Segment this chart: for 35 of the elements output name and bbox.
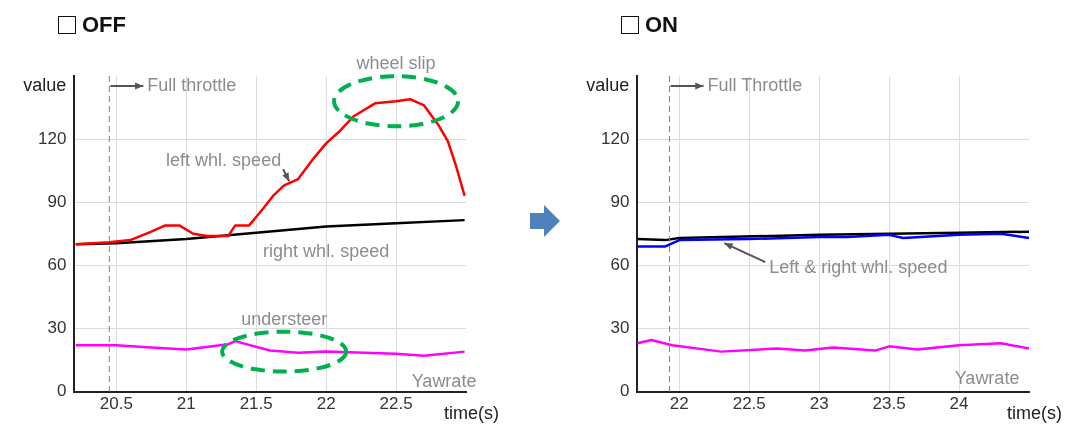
annotation: understeer xyxy=(241,308,328,329)
y-tick-label: 30 xyxy=(610,318,630,338)
x-tick-label: 23 xyxy=(809,394,829,414)
x-tick-label: 24 xyxy=(949,394,969,414)
y-tick-label: 120 xyxy=(600,128,630,148)
y-tick-label: 120 xyxy=(37,128,67,148)
y-tick-label: 90 xyxy=(47,191,67,211)
annotation: wheel slip xyxy=(355,53,436,74)
x-axis-title: time(s) xyxy=(1007,402,1062,423)
chart-title: OFF xyxy=(82,12,126,38)
x-tick-label: 21 xyxy=(176,394,196,414)
y-tick-label: 90 xyxy=(610,191,630,211)
y-tick-label: 30 xyxy=(47,318,67,338)
y-tick-label: 60 xyxy=(47,255,67,275)
y-tick-label: 0 xyxy=(619,381,630,401)
x-tick-label: 22 xyxy=(669,394,689,414)
x-tick-label: 20.5 xyxy=(99,394,133,414)
annotation: right whl. speed xyxy=(263,241,390,262)
x-tick-label: 23.5 xyxy=(872,394,906,414)
ref-line-label: Full Throttle xyxy=(707,74,803,95)
annotation: Yawrate xyxy=(954,368,1020,389)
chart-title: ON xyxy=(645,12,678,38)
ref-line-label: Full throttle xyxy=(147,74,237,95)
y-tick-label: 0 xyxy=(56,381,67,401)
annotation: Left & right whl. speed xyxy=(769,257,948,278)
annotation: Yawrate xyxy=(411,370,477,391)
x-tick-label: 21.5 xyxy=(239,394,273,414)
y-axis-title: value xyxy=(23,74,67,95)
x-axis-title: time(s) xyxy=(444,402,499,423)
y-axis-title: value xyxy=(586,74,630,95)
x-tick-label: 22.5 xyxy=(732,394,766,414)
x-tick-label: 22.5 xyxy=(379,394,413,414)
y-tick-label: 60 xyxy=(610,255,630,275)
x-tick-label: 22 xyxy=(316,394,336,414)
annotation: left whl. speed xyxy=(166,150,282,171)
